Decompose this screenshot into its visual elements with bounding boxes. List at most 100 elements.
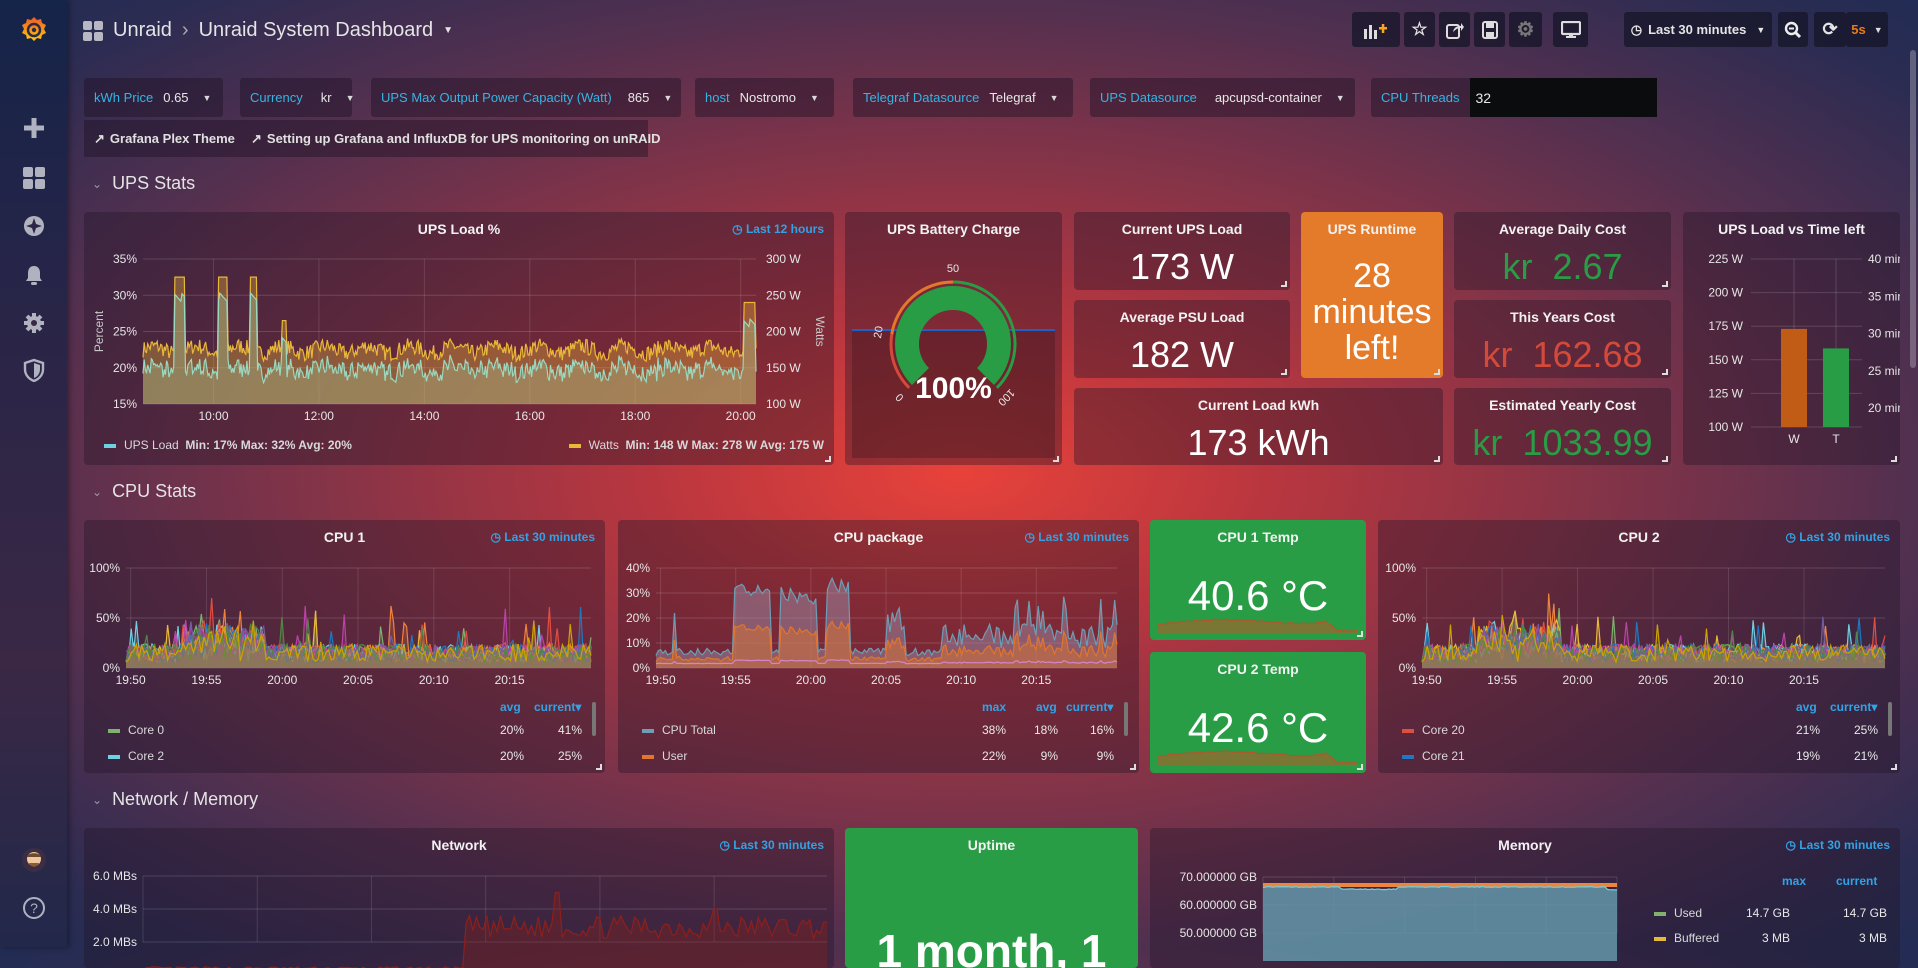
bell-icon[interactable] [20, 261, 47, 288]
add-panel-button[interactable] [1352, 12, 1400, 47]
compass-icon[interactable] [20, 212, 47, 239]
star-button[interactable]: ☆ [1404, 12, 1435, 47]
resize-handle[interactable] [1357, 764, 1363, 770]
legend-item[interactable]: CPU Total [642, 723, 716, 737]
gear-icon[interactable] [20, 309, 47, 336]
resize-handle[interactable] [825, 456, 831, 462]
legend-header-avg[interactable]: avg [1796, 700, 1817, 714]
variable-value[interactable]: apcupsd-container [1207, 90, 1332, 105]
time-picker[interactable]: ◷Last 30 minutes▼ [1624, 12, 1772, 47]
plus-icon[interactable] [20, 114, 47, 141]
legend-header-current[interactable]: current▾ [1066, 700, 1113, 714]
resize-handle[interactable] [1662, 456, 1668, 462]
resize-handle[interactable] [1434, 369, 1440, 375]
legend-header-max[interactable]: max [1782, 874, 1806, 888]
dashboard-title[interactable]: Unraid System Dashboard [199, 19, 434, 42]
zoom-out-button[interactable] [1778, 12, 1808, 47]
shield-icon[interactable] [20, 356, 47, 383]
panel-title[interactable]: Current Load kWh [1074, 397, 1443, 413]
variable-ups-max-output[interactable]: UPS Max Output Power Capacity (Watt)865▼ [371, 78, 681, 117]
variable-value[interactable]: 865 [622, 90, 660, 105]
panel-title[interactable]: Estimated Yearly Cost [1454, 397, 1671, 413]
link-grafana-plex-theme[interactable]: ↗Grafana Plex Theme [84, 120, 241, 157]
x-tick-label: 20:00 [1563, 673, 1593, 687]
resize-handle[interactable] [1662, 369, 1668, 375]
resize-handle[interactable] [1357, 631, 1363, 637]
x-tick-label: 16:00 [515, 409, 545, 423]
variable-value[interactable]: kr [313, 90, 342, 105]
legend-header-current[interactable]: current▾ [534, 700, 581, 714]
save-button[interactable] [1474, 12, 1505, 47]
resize-handle[interactable] [1434, 456, 1440, 462]
legend-item[interactable]: Core 0 [108, 723, 164, 737]
resize-handle[interactable] [1281, 369, 1287, 375]
chevron-down-icon[interactable]: ▼ [443, 25, 453, 36]
legend-item[interactable]: Buffered [1654, 931, 1719, 945]
y2-tick-label: 40 min [1868, 252, 1900, 266]
user-avatar[interactable] [20, 846, 47, 873]
legend-header-avg[interactable]: avg [500, 700, 521, 714]
link-ups-monitoring-guide[interactable]: ↗Setting up Grafana and InfluxDB for UPS… [241, 120, 648, 157]
resize-handle[interactable] [596, 764, 602, 770]
tv-mode-button[interactable] [1553, 12, 1588, 47]
variable-value[interactable]: 0.65 [163, 90, 198, 105]
panel-title[interactable]: UPS Runtime [1301, 221, 1443, 237]
legend-header-max[interactable]: max [982, 700, 1006, 714]
legend-item[interactable]: Core 2 [108, 749, 164, 763]
dashboards-icon[interactable] [20, 164, 47, 191]
legend-item[interactable]: User [642, 749, 687, 763]
resize-handle[interactable] [1053, 456, 1059, 462]
refresh-button[interactable]: ⟳ [1814, 12, 1846, 47]
resize-handle[interactable] [1891, 764, 1897, 770]
page-scrollbar[interactable] [1910, 50, 1916, 368]
panel-title[interactable]: Average Daily Cost [1454, 221, 1671, 237]
settings-button[interactable]: ⚙ [1509, 12, 1542, 47]
legend-item[interactable]: Core 21 [1402, 749, 1465, 763]
cpu-threads-input[interactable] [1470, 78, 1657, 117]
legend-header-current[interactable]: current▾ [1830, 700, 1877, 714]
share-button[interactable] [1439, 12, 1470, 47]
row-cpu-stats[interactable]: ⌄CPU Stats [92, 481, 196, 502]
panel-title[interactable]: Average PSU Load [1074, 309, 1290, 325]
resize-handle[interactable] [1130, 764, 1136, 770]
resize-handle[interactable] [1281, 281, 1287, 287]
legend-item[interactable]: Used [1654, 906, 1702, 920]
legend-item-watts[interactable]: Watts Min: 148 W Max: 278 W Avg: 175 W [569, 438, 824, 452]
variable-cpu-threads[interactable]: CPU Threads [1371, 78, 1645, 117]
help-icon[interactable]: ? [20, 894, 47, 921]
legend-item[interactable]: Core 20 [1402, 723, 1465, 737]
variable-value[interactable]: Nostromo [740, 90, 806, 105]
panel-title[interactable]: Uptime [845, 837, 1138, 853]
legend-scrollbar[interactable] [1124, 702, 1128, 736]
legend-header-current[interactable]: current [1836, 874, 1877, 888]
grafana-logo-icon[interactable] [17, 15, 51, 45]
legend-item-ups-load[interactable]: UPS Load Min: 17% Max: 32% Avg: 20% [104, 438, 352, 452]
legend-scrollbar[interactable] [1888, 702, 1892, 736]
legend-scrollbar[interactable] [592, 702, 596, 736]
panel-title[interactable]: Current UPS Load [1074, 221, 1290, 237]
resize-handle[interactable] [1662, 281, 1668, 287]
variable-value[interactable]: Telegraf [989, 90, 1045, 105]
legend-header-avg[interactable]: avg [1036, 700, 1057, 714]
row-ups-stats[interactable]: ⌄UPS Stats [92, 173, 195, 194]
folder-link[interactable]: Unraid [113, 19, 172, 42]
refresh-interval-picker[interactable]: 5s▼ [1846, 12, 1888, 47]
panel-title[interactable]: This Years Cost [1454, 309, 1671, 325]
panel-ups-load: UPS Load % ◷ Last 12 hours 35%30%25%20%1… [84, 212, 834, 465]
resize-handle[interactable] [1891, 456, 1897, 462]
row-network-memory[interactable]: ⌄Network / Memory [92, 789, 258, 810]
y-tick-label: 200 W [1708, 286, 1743, 300]
